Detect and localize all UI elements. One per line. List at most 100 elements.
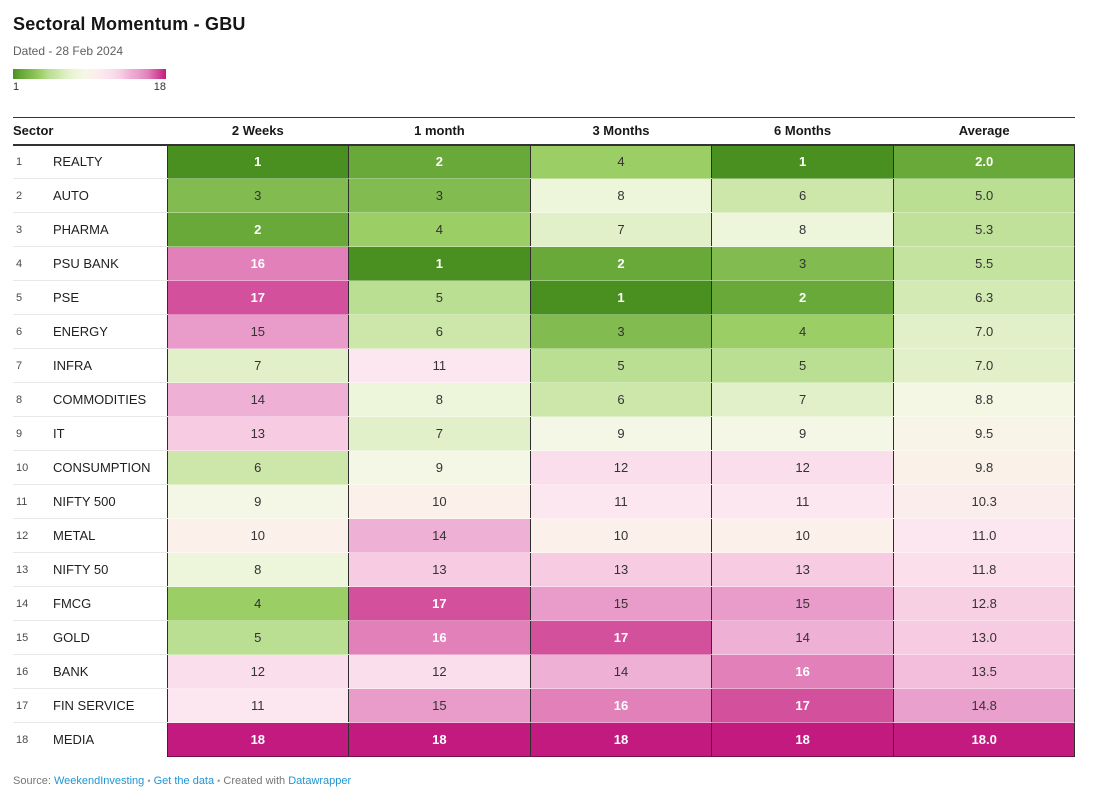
- average-cell: 13.0: [892, 620, 1076, 655]
- table-row: 15 GOLD 5 16 17 14 13.0: [13, 620, 1076, 655]
- rank-cell: 18: [529, 722, 712, 757]
- sector-label: GOLD: [53, 620, 167, 655]
- rank-cell: 7: [348, 416, 531, 451]
- rank-cell: 7: [166, 348, 349, 383]
- average-cell: 6.3: [892, 280, 1076, 315]
- rank-cell: 10: [348, 484, 531, 519]
- rank-cell: 4: [529, 144, 712, 179]
- sector-label: FMCG: [53, 586, 167, 621]
- rank-cell: 8: [166, 552, 349, 587]
- table-row: 7 INFRA 7 11 5 5 7.0: [13, 348, 1076, 383]
- average-cell: 11.0: [892, 518, 1076, 553]
- rank-cell: 2: [348, 144, 531, 179]
- row-index: 8: [13, 382, 53, 417]
- color-legend: 1 18: [13, 69, 166, 93]
- legend-min-label: 1: [13, 81, 20, 93]
- sector-label: PSU BANK: [53, 246, 167, 281]
- rank-cell: 10: [166, 518, 349, 553]
- page-subtitle: Dated - 28 Feb 2024: [13, 44, 124, 58]
- rank-cell: 18: [348, 722, 531, 757]
- row-index: 18: [16, 733, 29, 746]
- table-header: Sector 2 Weeks 1 month 3 Months 6 Months Aver…: [13, 117, 1075, 145]
- rank-cell: 11: [529, 484, 712, 519]
- column-header-1-month: 1 month: [414, 123, 465, 139]
- rank-cell: 11: [166, 688, 349, 723]
- average-cell: 11.8: [892, 552, 1076, 587]
- rank-cell: 11: [711, 484, 894, 519]
- table-row: 10 CONSUMPTION 6 9 12 12 9.8: [13, 450, 1076, 485]
- footer-separator: •: [217, 776, 221, 786]
- sector-label: INFRA: [53, 348, 167, 383]
- rank-cell: 3: [529, 314, 712, 349]
- row-index: 1: [13, 144, 53, 179]
- rank-cell: 13: [529, 552, 712, 587]
- rank-cell: 1: [529, 280, 712, 315]
- rank-cell: 6: [529, 382, 712, 417]
- row-index: 5: [13, 280, 53, 315]
- table-row: 2 AUTO 3 3 8 6 5.0: [13, 178, 1076, 213]
- rank-cell: 14: [348, 518, 531, 553]
- row-index: 4: [13, 246, 53, 281]
- rank-cell: 15: [348, 688, 531, 723]
- footer: Source: WeekendInvesting • Get the data …: [13, 775, 1075, 787]
- rank-cell: 12: [348, 654, 531, 689]
- rank-cell: 15: [166, 314, 349, 349]
- rank-cell: 14: [166, 382, 349, 417]
- table-row: 17 FIN SERVICE 11 15 16 17 14.8: [13, 688, 1076, 723]
- average-cell: 7.0: [892, 314, 1076, 349]
- rank-cell: 12: [711, 450, 894, 485]
- average-cell: 10.3: [892, 484, 1076, 519]
- rank-cell: 12: [529, 450, 712, 485]
- footer-separator: •: [147, 776, 151, 786]
- table-row: 4 PSU BANK 16 1 2 3 5.5: [13, 246, 1076, 281]
- average-cell: 12.8: [892, 586, 1076, 621]
- datawrapper-link[interactable]: Datawrapper: [288, 775, 352, 787]
- rank-cell: 9: [529, 416, 712, 451]
- get-the-data-link[interactable]: Get the data: [153, 775, 215, 787]
- rank-cell: 15: [711, 586, 894, 621]
- rank-cell: 3: [166, 178, 349, 213]
- rank-cell: 16: [529, 688, 712, 723]
- rank-cell: 1: [711, 144, 894, 179]
- average-cell: 7.0: [892, 348, 1076, 383]
- momentum-table: Sector 2 Weeks 1 month 3 Months 6 Months Aver…: [13, 117, 1076, 757]
- rank-cell: 2: [166, 212, 349, 247]
- average-cell: 9.8: [892, 450, 1076, 485]
- sector-label: FIN SERVICE: [53, 688, 167, 723]
- rank-cell: 7: [711, 382, 894, 417]
- rank-cell: 9: [348, 450, 531, 485]
- rank-cell: 13: [166, 416, 349, 451]
- row-index: 7: [13, 348, 53, 383]
- table-row: 14 FMCG 4 17 15 15 12.8: [13, 586, 1076, 621]
- rank-cell: 16: [711, 654, 894, 689]
- table-row: 9 IT 13 7 9 9 9.5: [13, 416, 1076, 451]
- rank-cell: 9: [711, 416, 894, 451]
- table-row: 11 NIFTY 500 9 10 11 11 10.3: [13, 484, 1076, 519]
- rank-cell: 5: [166, 620, 349, 655]
- row-index: 17: [13, 688, 53, 723]
- source-label: Source:: [13, 775, 54, 787]
- rank-cell: 3: [711, 246, 894, 281]
- average-cell: 13.5: [892, 654, 1076, 689]
- rank-cell: 15: [529, 586, 712, 621]
- average-cell: 5.3: [892, 212, 1076, 247]
- rank-cell: 17: [529, 620, 712, 655]
- column-header-3-months: 3 Months: [592, 123, 650, 139]
- source-link[interactable]: WeekendInvesting: [53, 775, 145, 787]
- sector-label: PHARMA: [53, 212, 167, 247]
- rank-cell: 6: [711, 178, 894, 213]
- table-row: 3 PHARMA 2 4 7 8 5.3: [13, 212, 1076, 247]
- rank-cell: 3: [348, 178, 531, 213]
- sector-label: COMMODITIES: [53, 382, 167, 417]
- row-index: 2: [13, 178, 53, 213]
- sector-label: BANK: [53, 654, 167, 689]
- row-index: 6: [13, 314, 53, 349]
- rank-cell: 17: [166, 280, 349, 315]
- sector-label: NIFTY 500: [53, 484, 167, 519]
- rank-cell: 5: [348, 280, 531, 315]
- rank-cell: 8: [348, 382, 531, 417]
- rank-cell: 18: [166, 722, 349, 757]
- sector-label: AUTO: [53, 178, 167, 213]
- average-cell: 14.8: [892, 688, 1076, 723]
- sector-label: CONSUMPTION: [53, 450, 167, 485]
